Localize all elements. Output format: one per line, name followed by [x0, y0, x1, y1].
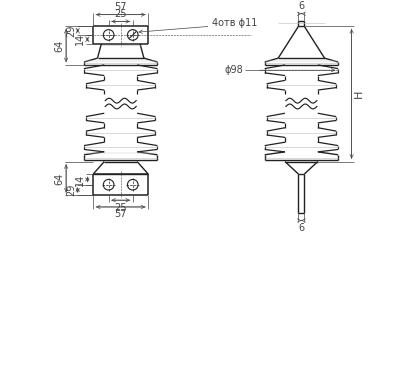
Text: 6: 6	[298, 1, 305, 11]
Text: 25: 25	[114, 203, 127, 213]
Text: 6: 6	[298, 223, 305, 233]
Text: ϕ98: ϕ98	[225, 65, 244, 75]
Text: 29: 29	[66, 25, 76, 37]
Text: 14: 14	[75, 33, 86, 46]
Text: 57: 57	[114, 2, 127, 12]
Text: 4отв ϕ11: 4отв ϕ11	[213, 18, 258, 28]
Text: 64: 64	[54, 39, 64, 52]
Text: 57: 57	[114, 209, 127, 219]
Text: 64: 64	[54, 172, 64, 184]
Text: 14: 14	[75, 173, 86, 186]
Text: H: H	[354, 90, 364, 98]
Text: 25: 25	[114, 9, 127, 19]
Text: 29: 29	[66, 184, 76, 196]
